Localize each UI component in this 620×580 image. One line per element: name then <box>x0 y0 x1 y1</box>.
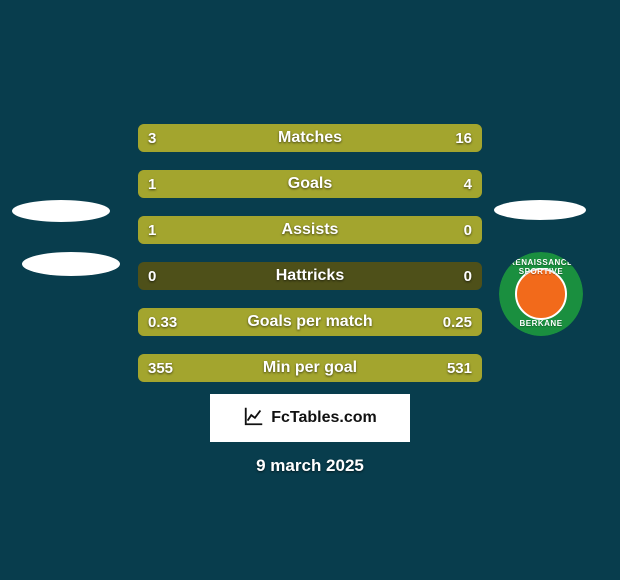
stat-label: Matches <box>138 124 482 152</box>
stat-row: 355531Min per goal <box>138 354 482 382</box>
stat-label: Min per goal <box>138 354 482 382</box>
stat-label: Goals per match <box>138 308 482 336</box>
generation-date: 9 march 2025 <box>0 456 620 476</box>
club-badge: RENAISSANCE SPORTIVE BERKANE <box>499 252 583 336</box>
stat-label: Assists <box>138 216 482 244</box>
stat-row: 14Goals <box>138 170 482 198</box>
stat-label: Hattricks <box>138 262 482 290</box>
attribution-box: FcTables.com <box>210 394 410 442</box>
chart-icon <box>243 405 265 432</box>
attribution-text: FcTables.com <box>271 409 377 427</box>
stat-row: 10Assists <box>138 216 482 244</box>
stat-row: 316Matches <box>138 124 482 152</box>
stat-row: 0.330.25Goals per match <box>138 308 482 336</box>
left-logo-ellipse-1 <box>12 200 110 222</box>
stat-row: 00Hattricks <box>138 262 482 290</box>
stat-label: Goals <box>138 170 482 198</box>
left-logo-ellipse-2 <box>22 252 120 276</box>
club-badge-text-bottom: BERKANE <box>499 319 583 328</box>
right-logo-ellipse <box>494 200 586 220</box>
comparison-bars: 316Matches 14Goals 10Assists 00Hattricks 0.3… <box>138 124 482 400</box>
club-badge-text-top: RENAISSANCE SPORTIVE <box>499 258 583 276</box>
